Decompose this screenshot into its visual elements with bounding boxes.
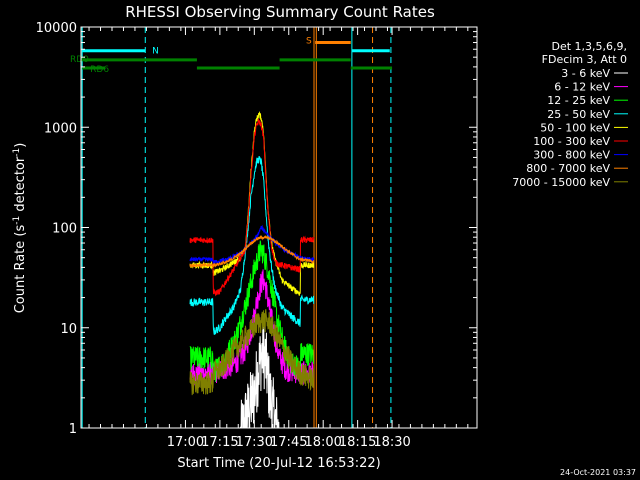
series-line [189, 309, 315, 396]
flag-label: S [306, 37, 312, 47]
x-tick-label: 17:30 [236, 435, 273, 450]
series-layer [189, 110, 315, 428]
y-tick-label: 10 [60, 322, 77, 337]
y-axis-label: Count Rate (s-1 detector-1) [12, 143, 28, 314]
y-tick-label: 10000 [36, 21, 77, 36]
x-tick-label: 17:15 [201, 435, 238, 450]
flag-label: RD0 [70, 55, 89, 65]
flag-label: N [152, 47, 159, 57]
legend-header-line-2: FDecim 3, Att 0 [542, 53, 627, 66]
legend-entry-label: 25 - 50 keV [547, 108, 610, 121]
timestamp: 24-Oct-2021 03:37 [560, 468, 636, 477]
x-tick-label: 18:30 [373, 435, 410, 450]
series-line [189, 224, 315, 265]
series-line [240, 320, 280, 428]
series-line [189, 118, 315, 297]
legend-entry-label: 800 - 7000 keV [526, 162, 610, 175]
x-tick-label: 18:00 [304, 435, 341, 450]
x-tick-label: 17:45 [270, 435, 307, 450]
plot-frame [80, 26, 478, 429]
legend-entry-label: 100 - 300 keV [533, 135, 610, 148]
series-line [189, 235, 314, 269]
legend-entry-label: 50 - 100 keV [540, 121, 610, 134]
chart-title: RHESSI Observing Summary Count Rates [125, 3, 435, 21]
x-tick-label: 17:00 [167, 435, 204, 450]
y-tick-label: 1 [69, 422, 77, 437]
x-tick-label: 18:15 [339, 435, 376, 450]
legend-entry-label: 6 - 12 keV [554, 81, 610, 94]
y-axis: 1 10 100 1000 10000 [36, 21, 477, 437]
x-axis-label: Start Time (20-Jul-12 16:53:22) [177, 456, 380, 471]
legend: Det 1,3,5,6,9, FDecim 3, Att 0 3 - 6 keV… [512, 40, 628, 189]
legend-entry-label: 12 - 25 keV [547, 94, 610, 107]
series-line [189, 110, 315, 296]
y-tick-label: 100 [52, 222, 77, 237]
y-tick-label: 1000 [44, 121, 77, 136]
legend-entry-label: 300 - 800 keV [533, 149, 610, 162]
series-line [189, 155, 315, 335]
legend-entry-label: 3 - 6 keV [561, 67, 610, 80]
flag-label: RD6 [90, 65, 109, 75]
flag-vertical-lines [81, 27, 392, 428]
legend-header-line-1: Det 1,3,5,6,9, [551, 40, 627, 53]
legend-entry-label: 7000 - 15000 keV [512, 176, 610, 189]
